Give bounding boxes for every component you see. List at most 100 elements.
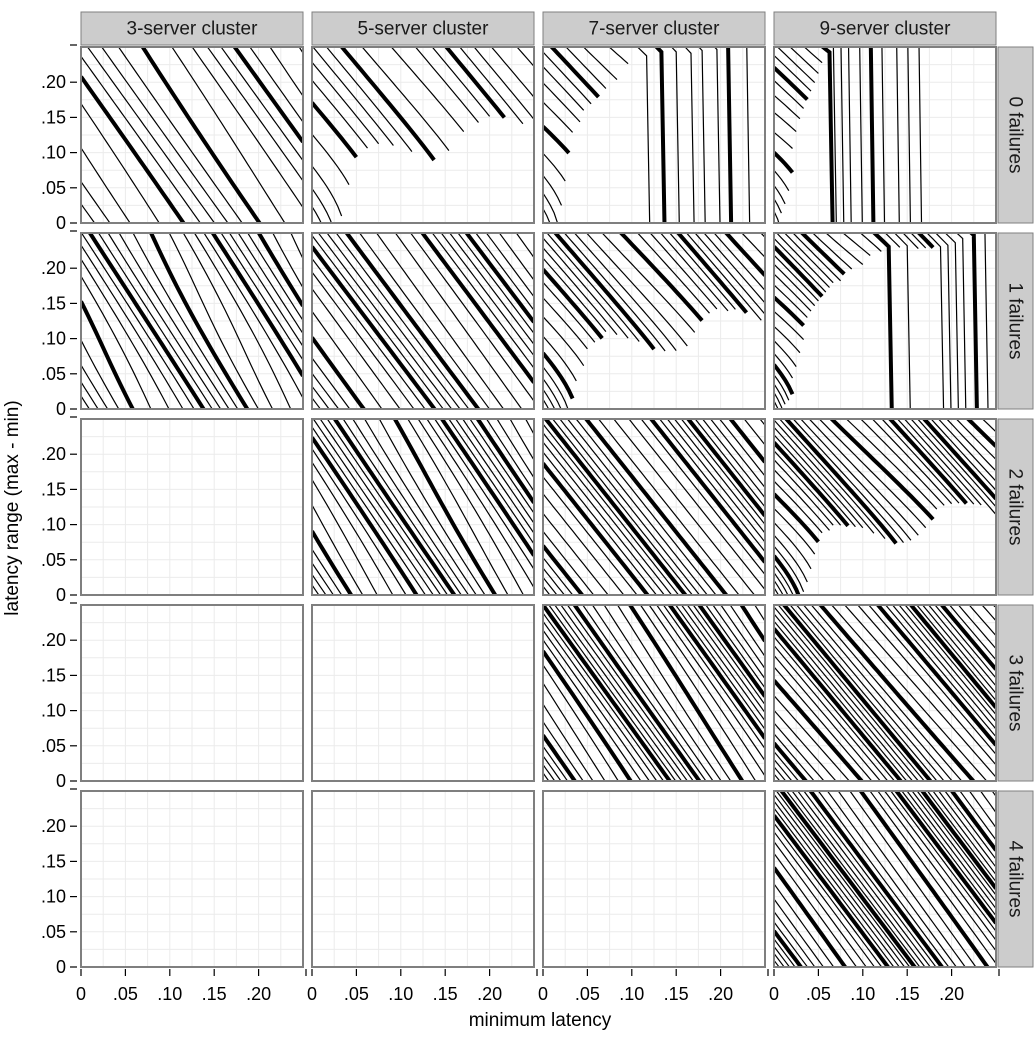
contour-line — [774, 794, 906, 967]
y-tick-label: .05 — [41, 922, 66, 942]
y-tick-label: .05 — [41, 736, 66, 756]
contour-line — [658, 419, 765, 553]
contour-line — [559, 419, 701, 595]
x-tick-label: 0 — [538, 984, 548, 1004]
contour-line — [312, 419, 435, 595]
contour-line — [774, 709, 837, 781]
contour-line — [802, 605, 953, 781]
contour-line-major — [774, 866, 848, 967]
contour-line — [785, 791, 921, 967]
contour-line-major — [808, 791, 945, 967]
contour-line — [191, 47, 303, 208]
contour-line — [193, 233, 292, 409]
contour-line — [613, 419, 756, 595]
contour-line-major — [543, 734, 578, 781]
contour-lines — [312, 233, 534, 409]
contour-lines — [312, 419, 534, 595]
contour-line — [543, 639, 642, 781]
contour-line — [803, 47, 823, 64]
contour-line — [490, 47, 534, 98]
column-strip-label: 7-server cluster — [589, 19, 721, 40]
strip-background — [997, 418, 1034, 596]
panel-r3-c1 — [311, 604, 535, 782]
x-tick-label: .05 — [344, 984, 369, 1004]
column-strip-label: 5-server cluster — [358, 19, 490, 40]
contour-line — [774, 807, 895, 967]
contour-line-major — [817, 605, 976, 781]
contour-line — [543, 101, 574, 133]
contour-line — [543, 247, 618, 335]
contour-line — [543, 703, 594, 781]
contour-line — [774, 426, 864, 529]
contour-line-major — [392, 419, 498, 595]
y-axis-title: latency range (max - min) — [2, 400, 23, 615]
contour-line — [237, 233, 303, 334]
row-strip-label: 0 failures — [1005, 96, 1026, 173]
contour-line — [375, 233, 505, 409]
contour-line — [86, 47, 216, 223]
contour-line — [774, 459, 834, 526]
contour-line-major — [875, 605, 996, 747]
contour-line — [792, 233, 842, 282]
contour-line — [543, 82, 581, 123]
contour-line — [312, 448, 407, 595]
contour-line — [774, 434, 856, 528]
contour-line — [448, 233, 534, 345]
contour-line — [680, 605, 765, 722]
contour-line — [911, 791, 996, 903]
contour-line — [543, 585, 551, 595]
contour-line — [680, 419, 765, 525]
y-tick-label: .15 — [41, 665, 66, 685]
contour-line-major — [723, 233, 765, 277]
contour-line — [776, 47, 816, 84]
contour-line — [565, 47, 607, 89]
contour-line — [774, 273, 812, 312]
contour-lines — [774, 233, 989, 409]
contour-line — [459, 47, 524, 125]
panel-border — [773, 604, 997, 782]
contour-line — [774, 374, 790, 401]
contour-line — [959, 791, 996, 841]
contour-line — [473, 47, 534, 120]
contour-lines — [543, 47, 751, 223]
y-tick-label: .10 — [41, 329, 66, 349]
panel-border — [80, 232, 304, 410]
contour-line — [81, 147, 131, 223]
contour-line — [774, 822, 883, 967]
row-strip-label: 2 failures — [1005, 468, 1026, 545]
contour-line — [701, 419, 765, 499]
contour-line — [591, 605, 714, 781]
column-strip-label: 3-server cluster — [127, 19, 259, 40]
y-tick-label: .05 — [41, 550, 66, 570]
contour-line — [107, 233, 222, 409]
contour-line — [543, 493, 625, 595]
contour-line — [932, 791, 996, 876]
contour-line — [312, 258, 426, 409]
contour-line — [774, 579, 784, 595]
contour-line — [720, 605, 765, 669]
y-tick-label: 0 — [56, 399, 66, 419]
panel-border — [773, 232, 997, 410]
contour-line — [639, 605, 757, 781]
contour-line — [363, 419, 478, 595]
contour-line — [774, 170, 790, 192]
contour-line — [342, 419, 463, 595]
contour-line — [843, 605, 996, 778]
contour-line — [312, 562, 335, 595]
contour-line — [81, 181, 111, 223]
contour-line-major — [919, 791, 996, 890]
contour-line — [859, 233, 882, 252]
contour-line — [795, 605, 945, 781]
contour-lines — [774, 605, 996, 781]
contour-line — [312, 504, 364, 595]
contour-line — [774, 606, 920, 781]
contour-line — [655, 605, 765, 762]
contour-line — [206, 47, 303, 182]
panel-border — [311, 46, 535, 224]
contour-line — [434, 419, 534, 570]
contour-line — [249, 47, 303, 123]
contour-line — [934, 605, 996, 679]
contour-line — [789, 47, 819, 74]
contour-line — [774, 852, 858, 967]
